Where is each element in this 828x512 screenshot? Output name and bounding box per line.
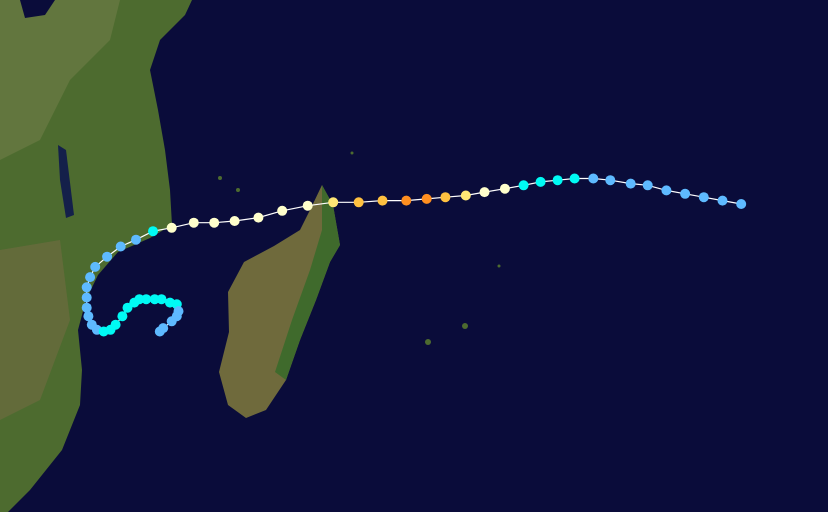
- track-point: [85, 272, 96, 283]
- track-point: [166, 316, 177, 327]
- track-point: [131, 234, 141, 245]
- track-point: [166, 222, 177, 233]
- track-point: [642, 180, 653, 191]
- track-point: [661, 185, 672, 196]
- track-point: [81, 302, 92, 313]
- africa-interior: [0, 240, 70, 420]
- track-point: [81, 292, 92, 303]
- island: [236, 188, 240, 192]
- track-point: [605, 175, 616, 186]
- africa: [0, 0, 192, 512]
- track-point: [102, 251, 113, 262]
- track-point: [569, 173, 580, 184]
- track-point: [122, 302, 133, 313]
- track-point: [518, 180, 529, 191]
- track-point: [328, 197, 339, 208]
- track-point: [353, 197, 364, 208]
- track-point: [401, 195, 412, 206]
- track-point: [625, 178, 636, 189]
- track-point: [209, 217, 220, 228]
- track-point: [479, 187, 490, 198]
- madagascar: [219, 185, 340, 418]
- track-point: [736, 199, 747, 209]
- island: [350, 151, 354, 155]
- track-point: [117, 311, 128, 322]
- island: [462, 323, 468, 329]
- track-point: [421, 193, 432, 204]
- track-point: [148, 226, 158, 237]
- track-point: [277, 205, 288, 216]
- track-point: [698, 192, 709, 203]
- lake: [20, 0, 55, 18]
- track-point: [188, 217, 199, 228]
- track-point: [229, 216, 240, 226]
- island: [218, 176, 222, 180]
- track-point: [115, 241, 126, 252]
- track-point: [499, 183, 510, 194]
- track-point: [141, 294, 152, 305]
- track-point: [302, 200, 313, 211]
- track-point: [440, 192, 451, 203]
- track-point: [717, 195, 728, 206]
- track-point: [83, 311, 94, 322]
- track-point: [535, 176, 546, 187]
- track-point: [680, 188, 691, 199]
- track-point: [90, 261, 101, 272]
- track-point: [154, 326, 165, 337]
- lake-malawi: [58, 145, 74, 218]
- track-point: [552, 175, 563, 186]
- africa-highland: [0, 0, 120, 160]
- track-point: [253, 212, 264, 223]
- track-point: [460, 190, 471, 201]
- island: [425, 339, 431, 345]
- track-point: [110, 319, 121, 330]
- island: [497, 264, 501, 268]
- track-point: [377, 195, 388, 206]
- track-point: [588, 173, 599, 184]
- track-point: [81, 282, 92, 293]
- track-point: [156, 294, 167, 305]
- madagascar-east: [275, 185, 340, 380]
